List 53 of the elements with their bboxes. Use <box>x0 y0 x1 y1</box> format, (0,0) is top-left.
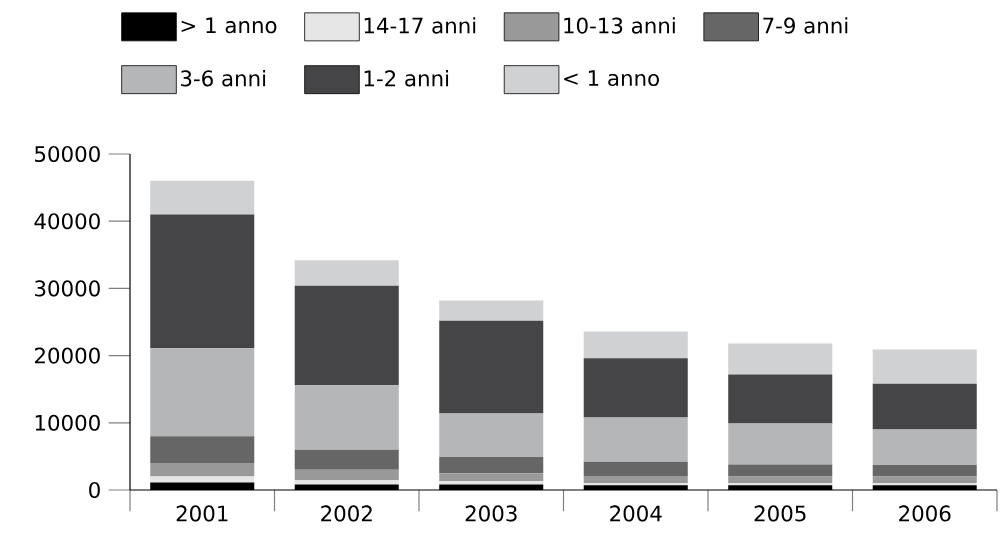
legend-label: 10-13 anni <box>564 17 675 34</box>
x-tick-label: 2005 <box>754 505 806 522</box>
bar <box>294 385 399 450</box>
bar <box>872 483 977 486</box>
bar <box>439 413 544 458</box>
bar <box>728 374 833 424</box>
bar <box>439 481 544 485</box>
bar <box>150 436 255 464</box>
bar <box>150 180 255 215</box>
y-tick-label: 50000 <box>35 145 100 163</box>
bar <box>872 429 977 466</box>
x-tick-label: 2002 <box>321 505 372 522</box>
bar <box>728 423 833 465</box>
legend-label: 7-9 anni <box>763 17 848 34</box>
bar <box>583 358 688 418</box>
bar <box>150 463 255 477</box>
bar <box>583 331 688 359</box>
legend-label: 3-6 anni <box>181 69 266 87</box>
x-tick-label: 2006 <box>899 505 951 522</box>
bar <box>294 449 399 470</box>
x-tick-label: 2004 <box>610 505 662 522</box>
bar <box>150 348 255 437</box>
x-tick-label: 2001 <box>176 505 228 522</box>
bar <box>728 483 833 486</box>
bar <box>872 349 977 384</box>
y-tick-label: 40000 <box>34 213 100 230</box>
legend-label: < 1 anno <box>564 70 659 87</box>
bar <box>150 476 255 483</box>
bar <box>439 300 544 321</box>
legend-label: 1-2 anni <box>364 69 449 87</box>
legend-label: 14-17 anni <box>364 17 476 34</box>
bar <box>872 383 977 430</box>
y-tick-label: 10000 <box>35 414 100 431</box>
y-tick-label: 20000 <box>35 347 100 364</box>
bar <box>583 461 688 476</box>
bar <box>728 464 833 477</box>
bar <box>294 285 399 386</box>
bar <box>439 473 544 482</box>
bar <box>583 417 688 462</box>
y-tick-label: 30000 <box>35 280 100 297</box>
bar <box>294 479 399 485</box>
bar <box>872 465 977 477</box>
bar <box>583 483 688 486</box>
bar <box>439 457 544 474</box>
legend-label: > 1 anno <box>181 17 277 34</box>
x-tick-label: 2003 <box>465 505 517 522</box>
bar <box>294 469 399 480</box>
bar <box>150 214 255 349</box>
bar <box>439 320 544 414</box>
bar <box>583 475 688 484</box>
bar <box>728 343 833 375</box>
bar <box>294 260 399 286</box>
y-tick-label: 0 <box>89 481 100 499</box>
